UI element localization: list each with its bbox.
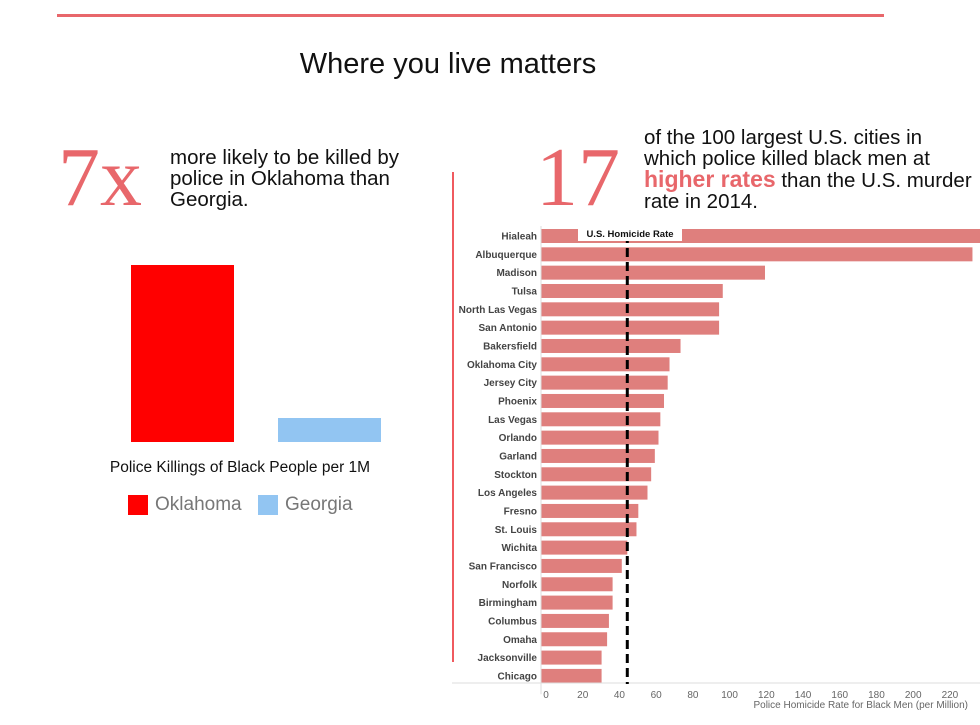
bar-north-las-vegas (541, 302, 720, 317)
legend-oklahoma: Oklahoma (128, 494, 242, 516)
x-tick-label: 40 (614, 690, 626, 701)
x-tick-label: 60 (651, 690, 663, 701)
category-label: Bakersfield (483, 341, 537, 352)
x-tick-label: 220 (942, 690, 959, 701)
x-tick-label: 200 (905, 690, 922, 701)
reference-label-bg (578, 226, 682, 241)
category-label: Garland (499, 451, 537, 462)
category-label: Birmingham (479, 598, 537, 609)
legend-swatch (128, 495, 148, 515)
bar-oklahoma (131, 265, 234, 442)
bar-garland (541, 448, 655, 463)
legend-label: Georgia (285, 494, 353, 515)
bar-birmingham (541, 595, 613, 610)
right-blurb: of the 100 largest U.S. cities in which … (644, 127, 974, 212)
category-label: Hialeah (501, 232, 537, 243)
bar-omaha (541, 632, 608, 647)
category-label: Fresno (504, 506, 537, 517)
category-label: Madison (496, 268, 537, 279)
bar-georgia (278, 418, 381, 442)
category-label: Jacksonville (478, 653, 538, 664)
big-stat-7x: 7x (58, 131, 142, 224)
x-tick-label: 140 (795, 690, 812, 701)
category-label: Tulsa (512, 286, 538, 297)
legend-georgia: Georgia (258, 494, 353, 516)
blurb-highlight: higher rates (644, 166, 776, 192)
category-label: San Antonio (478, 323, 537, 334)
page-title: Where you live matters (299, 48, 597, 80)
category-label: St. Louis (495, 525, 538, 536)
bar-madison (541, 265, 765, 280)
bar-norfolk (541, 577, 613, 592)
category-label: Los Angeles (478, 488, 538, 499)
x-tick-label: 100 (721, 690, 738, 701)
bar-st-louis (541, 522, 637, 537)
x-axis-title: Police Homicide Rate for Black Men (per … (753, 700, 968, 711)
category-label: Wichita (502, 543, 538, 554)
category-label: Chicago (498, 671, 537, 682)
category-label: North Las Vegas (459, 305, 538, 316)
category-label: Stockton (494, 470, 537, 481)
category-label: Omaha (503, 635, 537, 646)
bar-phoenix (541, 393, 665, 408)
category-label: San Francisco (469, 561, 537, 572)
category-label: Oklahoma City (467, 360, 537, 371)
bar-columbus (541, 613, 609, 628)
reference-line-label: U.S. Homicide Rate (586, 229, 673, 240)
bar-albuquerque (541, 247, 973, 262)
category-label: Jersey City (484, 378, 538, 389)
legend-swatch (258, 495, 278, 515)
bar-las-vegas (541, 412, 661, 427)
bar-bakersfield (541, 338, 681, 353)
bar-fresno (541, 503, 639, 518)
bar-chicago (541, 668, 602, 683)
bar-san-francisco (541, 558, 622, 573)
bar-los-angeles (541, 485, 648, 500)
big-stat-17: 17 (536, 131, 620, 224)
category-label: Norfolk (502, 580, 537, 591)
category-label: Albuquerque (475, 250, 537, 261)
bar-jersey-city (541, 375, 668, 390)
chart-caption: Police Killings of Black People per 1M (109, 459, 371, 476)
left-blurb: more likely to be killed by police in Ok… (170, 146, 400, 211)
top-divider (57, 14, 884, 17)
x-tick-label: 20 (577, 690, 589, 701)
category-label: Columbus (488, 616, 537, 627)
bar-tulsa (541, 283, 723, 298)
x-tick-label: 180 (868, 690, 885, 701)
bar-jacksonville (541, 650, 602, 665)
right-divider (452, 172, 454, 662)
category-label: Las Vegas (488, 415, 537, 426)
bar-orlando (541, 430, 659, 445)
blurb-text: than the U.S. murder rate in 2014. (644, 169, 972, 213)
category-label: Phoenix (498, 396, 537, 407)
legend-label: Oklahoma (155, 494, 242, 515)
blurb-text: of the 100 largest U.S. cities in which … (644, 126, 930, 170)
x-tick-label: 120 (758, 690, 775, 701)
category-label: Orlando (499, 433, 537, 444)
bar-oklahoma-city (541, 357, 670, 372)
bar-san-antonio (541, 320, 720, 335)
x-tick-label: 160 (831, 690, 848, 701)
bar-wichita (541, 540, 628, 555)
x-tick-label: 80 (687, 690, 699, 701)
x-tick-label: 0 (543, 690, 549, 701)
bar-stockton (541, 467, 652, 482)
